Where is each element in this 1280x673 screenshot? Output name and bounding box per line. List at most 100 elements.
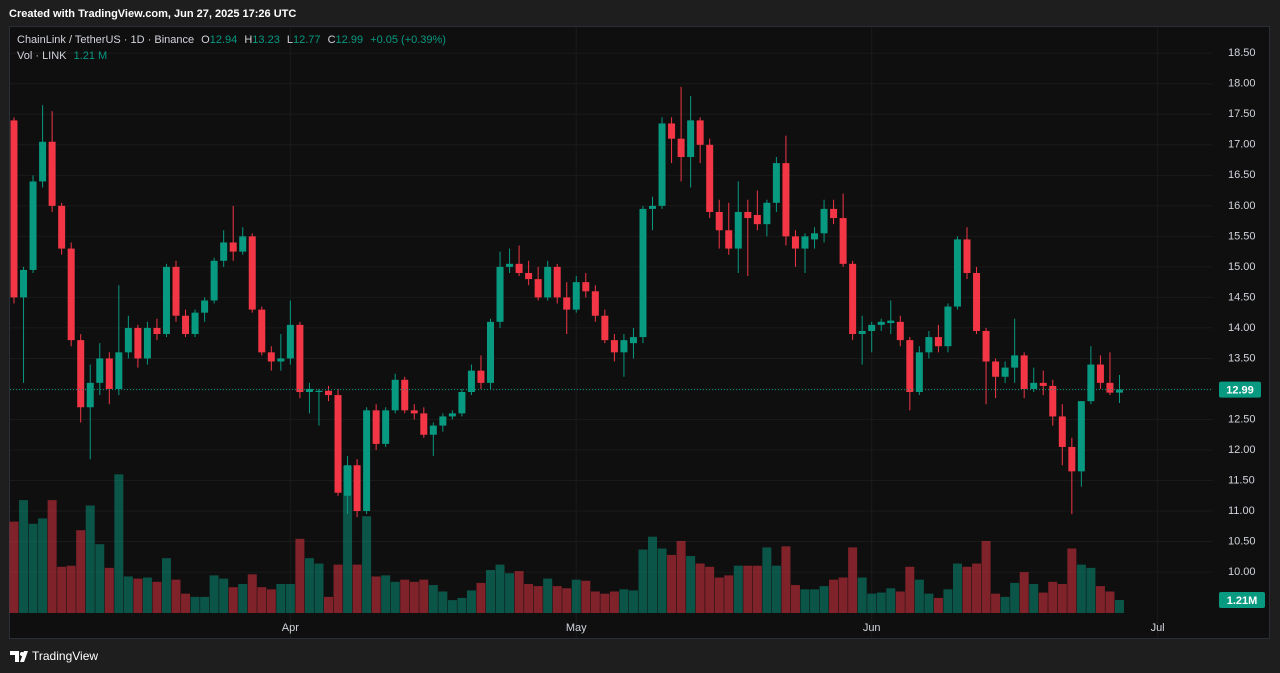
candle-body — [220, 242, 228, 261]
volume-bar — [152, 581, 162, 613]
volume-bar — [19, 500, 29, 613]
candle-body — [1020, 355, 1028, 389]
footer: TradingView — [10, 649, 98, 663]
candle-body — [201, 300, 209, 313]
volume-title: Vol · LINK — [17, 50, 67, 62]
candle-body — [877, 321, 885, 325]
volume-bar — [409, 581, 419, 613]
y-tick-label: 15.50 — [1228, 230, 1256, 242]
last-price-label: 12.99 — [1226, 384, 1254, 396]
candle-body — [801, 236, 809, 249]
candle-body — [811, 233, 819, 240]
volume-bar — [390, 581, 400, 613]
logo-dot — [20, 652, 24, 656]
candle-body — [791, 236, 799, 249]
candle-body — [39, 141, 47, 182]
candle-body — [382, 410, 390, 444]
volume-bar — [505, 573, 515, 613]
candle-body — [372, 410, 380, 444]
volume-bar — [495, 564, 505, 613]
candle-body — [239, 236, 247, 252]
volume-bar — [476, 582, 486, 613]
volume-bar — [648, 536, 658, 613]
volume-bar — [1076, 564, 1086, 613]
y-tick-label: 17.00 — [1228, 139, 1256, 151]
volume-bar — [1019, 572, 1029, 613]
open-label: O — [201, 34, 210, 46]
volume-bar — [991, 593, 1001, 613]
volume-bar — [514, 571, 524, 613]
candle-body — [10, 120, 18, 298]
created-note: Created with TradingView.com, Jun 27, 20… — [9, 8, 296, 20]
volume-bar — [247, 574, 257, 613]
volume-bar — [762, 547, 772, 613]
candle-body — [324, 390, 332, 396]
volume-bar — [686, 556, 696, 613]
y-tick-label: 10.50 — [1228, 535, 1256, 547]
high-value: 13.23 — [252, 34, 280, 46]
candle-body — [77, 340, 85, 408]
volume-value: 1.21 M — [74, 50, 108, 62]
candle-body — [67, 248, 75, 341]
candle-body — [763, 202, 771, 225]
candle-body — [973, 272, 981, 331]
marks — [9, 86, 1213, 613]
volume-bar — [952, 563, 962, 613]
candle-body — [715, 211, 723, 231]
volume-bar — [810, 589, 820, 613]
candle-body — [610, 340, 618, 353]
candle-body — [563, 297, 571, 310]
candle-body — [553, 266, 561, 298]
candle-body — [1058, 416, 1066, 447]
volume-bar — [628, 590, 638, 613]
candle-body — [296, 324, 304, 393]
candle-body — [1115, 389, 1123, 393]
candle-body — [86, 382, 94, 408]
volume-bar — [123, 576, 133, 613]
volume-bar — [619, 589, 629, 613]
volume-bar — [190, 596, 200, 613]
volume-bar — [257, 587, 267, 613]
y-tick-label: 18.50 — [1228, 47, 1256, 59]
candle-body — [477, 370, 485, 383]
low-value: 12.77 — [293, 34, 321, 46]
candle-body — [1077, 401, 1085, 472]
candle-body — [305, 388, 313, 393]
volume-bar — [790, 585, 800, 613]
volume-bar — [295, 538, 305, 613]
volume-bar — [428, 585, 438, 613]
volume-bar — [838, 577, 848, 613]
candle-body — [753, 215, 761, 225]
volume-bar — [66, 565, 76, 613]
candle-body — [229, 242, 237, 252]
legend: ChainLink / TetherUS · 1D · Binance O 12.… — [17, 34, 446, 62]
volume-bar — [343, 465, 353, 613]
volume-bar — [657, 548, 667, 613]
volume-bar — [705, 566, 715, 613]
candle-body — [1011, 355, 1019, 368]
candle-body — [639, 208, 647, 338]
candle-body — [115, 352, 123, 389]
candle-body — [124, 327, 132, 353]
volume-bar — [181, 593, 191, 613]
candle-body — [458, 392, 466, 414]
symbol: ChainLink / TetherUS · 1D · Binance — [17, 34, 194, 46]
candle-body — [1001, 367, 1009, 377]
volume-bar — [857, 577, 867, 613]
volume-bar — [47, 500, 57, 613]
volume-bar — [829, 579, 839, 613]
candle-body — [258, 309, 266, 353]
volume-bar — [533, 586, 543, 613]
candle-body — [134, 327, 142, 359]
candle-body — [410, 410, 418, 414]
volume-bar — [1057, 583, 1067, 613]
y-tick-label: 14.00 — [1228, 322, 1256, 334]
legend-line: ChainLink / TetherUS · 1D · Binance O 12.… — [17, 34, 446, 46]
candle-body — [277, 358, 285, 362]
y-tick-label: 10.00 — [1228, 566, 1256, 578]
volume-bar — [1095, 586, 1105, 613]
candle-body — [515, 263, 523, 273]
volume-bar — [76, 530, 86, 613]
candle-body — [29, 181, 37, 270]
candle-body — [496, 266, 504, 322]
